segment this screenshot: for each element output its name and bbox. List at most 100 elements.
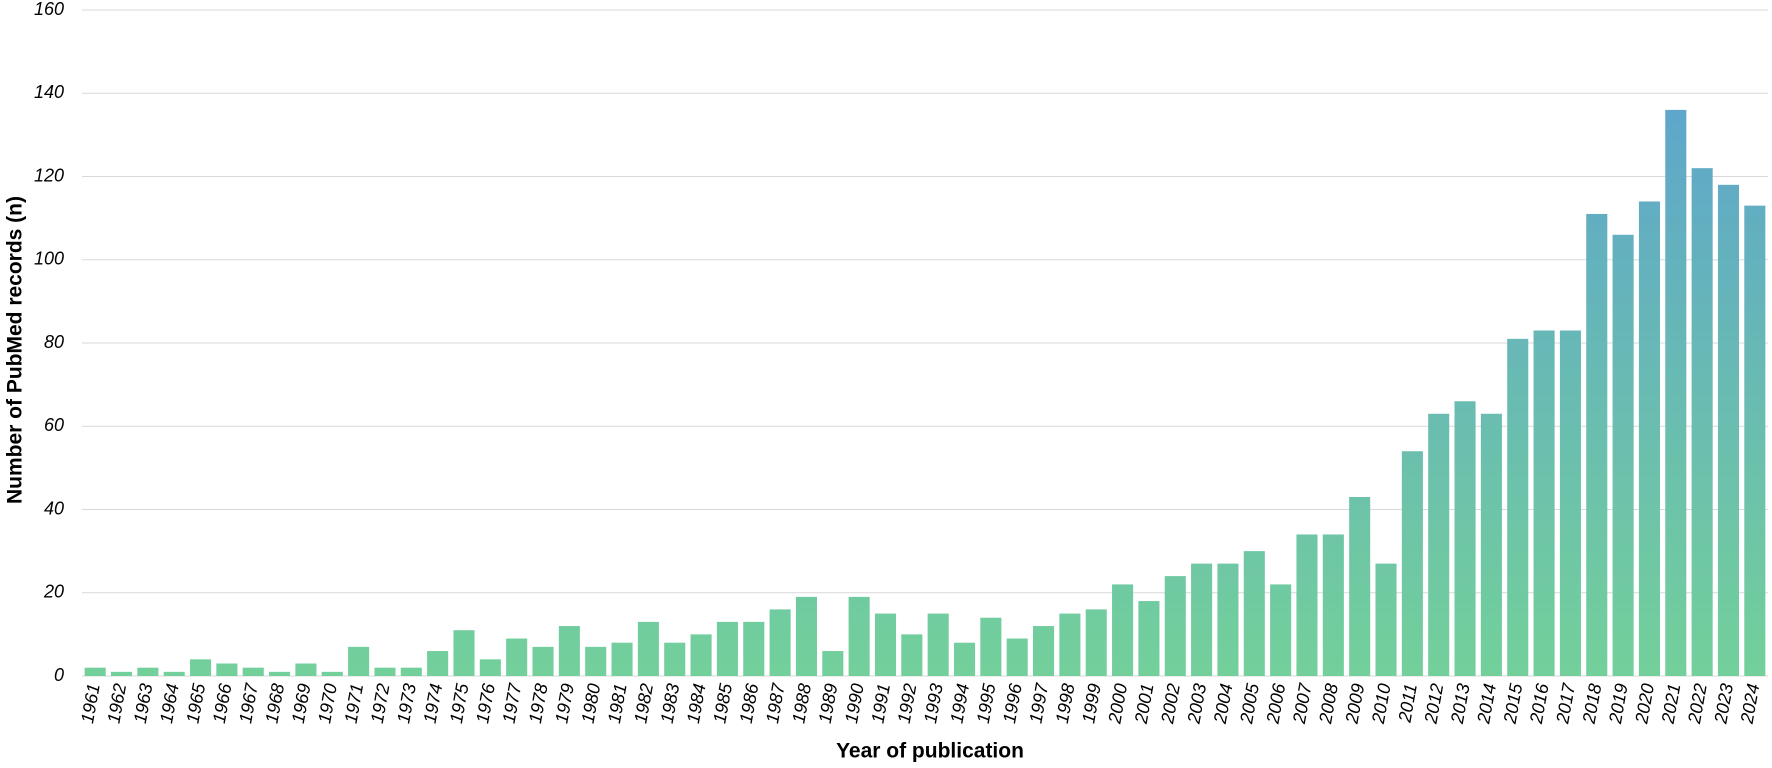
x-axis-title: Year of publication [836,740,1024,763]
bar [611,642,633,676]
y-tick-label: 140 [34,82,64,102]
bar [637,621,659,676]
bar [190,659,212,676]
x-tick-label: 1981 [604,682,631,725]
x-tick-label: 2004 [1210,682,1237,726]
x-tick-label: 1978 [525,682,552,725]
x-tick-label: 2020 [1631,682,1658,726]
x-tick-label: 1974 [420,682,447,725]
bar [769,609,791,676]
bar [1638,201,1660,676]
bar [1006,638,1028,676]
x-tick-label: 2017 [1552,681,1579,726]
bar [927,613,949,676]
x-tick-label: 1984 [683,682,710,725]
bar [1033,626,1055,676]
bar [980,617,1002,676]
bar [558,626,580,676]
bar [1349,497,1371,676]
x-tick-label: 1993 [920,682,947,725]
bar [321,671,343,676]
x-tick-label: 1971 [341,682,368,725]
x-tick-label: 2007 [1289,681,1316,726]
x-tick-label: 1975 [446,681,473,725]
bar [479,659,501,676]
x-tick-label: 1989 [815,682,842,725]
bar [953,642,976,676]
bar [427,651,449,676]
bar [1270,584,1292,676]
x-tick-label: 1970 [314,682,341,725]
bar [348,646,370,676]
bar [1691,168,1713,677]
bar [163,671,185,676]
x-tick-label: 1995 [973,681,1000,725]
x-tick-label: 1992 [894,682,921,725]
bar [137,667,159,676]
x-tick-label: 2015 [1500,681,1527,726]
x-tick-label: 2003 [1183,682,1210,726]
x-tick-label: 1966 [209,681,236,725]
x-tick-label: 1994 [946,682,973,725]
x-tick-label: 1996 [999,681,1026,725]
x-tick-label: 1986 [736,681,763,725]
bar [1559,330,1581,676]
bar [585,646,607,676]
bar [216,663,238,676]
x-tick-label: 2022 [1684,682,1711,726]
bar [295,663,317,676]
x-tick-label: 2016 [1526,681,1553,726]
bar [1612,234,1634,676]
x-tick-label: 2006 [1262,681,1289,726]
bar [901,634,923,676]
x-tick-label: 1987 [762,681,789,725]
bar [1665,109,1687,676]
x-tick-label: 1999 [1078,682,1105,725]
bar [690,634,712,676]
x-tick-label: 1968 [262,682,289,725]
x-tick-label: 2021 [1658,682,1685,726]
bar [506,638,528,676]
x-tick-label: 2018 [1579,682,1606,726]
y-tick-label: 0 [54,665,64,685]
x-tick-label: 2009 [1341,682,1368,726]
bar [874,613,897,676]
bar [743,621,765,676]
bar [1059,613,1081,676]
bar [1085,609,1107,676]
x-tick-label: 1982 [630,682,657,725]
x-tick-label: 1990 [841,682,868,725]
bar [1217,563,1239,676]
y-tick-label: 120 [34,165,64,185]
x-tick-label: 1976 [472,681,499,725]
bar [716,621,738,676]
x-tick-label: 2013 [1447,682,1474,726]
x-tick-label: 2023 [1710,682,1737,726]
bar [532,646,554,676]
bar [400,667,422,676]
x-tick-label: 1962 [103,682,130,725]
x-tick-label: 1983 [657,682,684,725]
x-tick-label: 1972 [367,682,394,725]
x-tick-label: 2010 [1368,682,1395,726]
bar [1454,401,1476,676]
bar [1586,213,1608,676]
bar [1191,563,1213,676]
x-tick-label: 2014 [1473,682,1500,726]
bar [664,642,686,676]
bar [795,596,817,676]
bar [1243,551,1265,676]
y-tick-label: 100 [34,249,64,269]
x-tick-label: 1965 [183,681,210,725]
y-tick-label: 40 [44,498,64,518]
bar [1717,184,1740,676]
x-tick-label: 1985 [709,681,736,725]
x-tick-label: 2000 [1104,682,1131,726]
x-tick-label: 2002 [1157,682,1184,726]
x-tick-label: 1998 [1052,682,1079,725]
x-tick-label: 1963 [130,682,157,725]
bar [1322,534,1344,676]
x-tick-label: 2012 [1420,682,1447,726]
x-tick-label: 2008 [1315,682,1342,726]
